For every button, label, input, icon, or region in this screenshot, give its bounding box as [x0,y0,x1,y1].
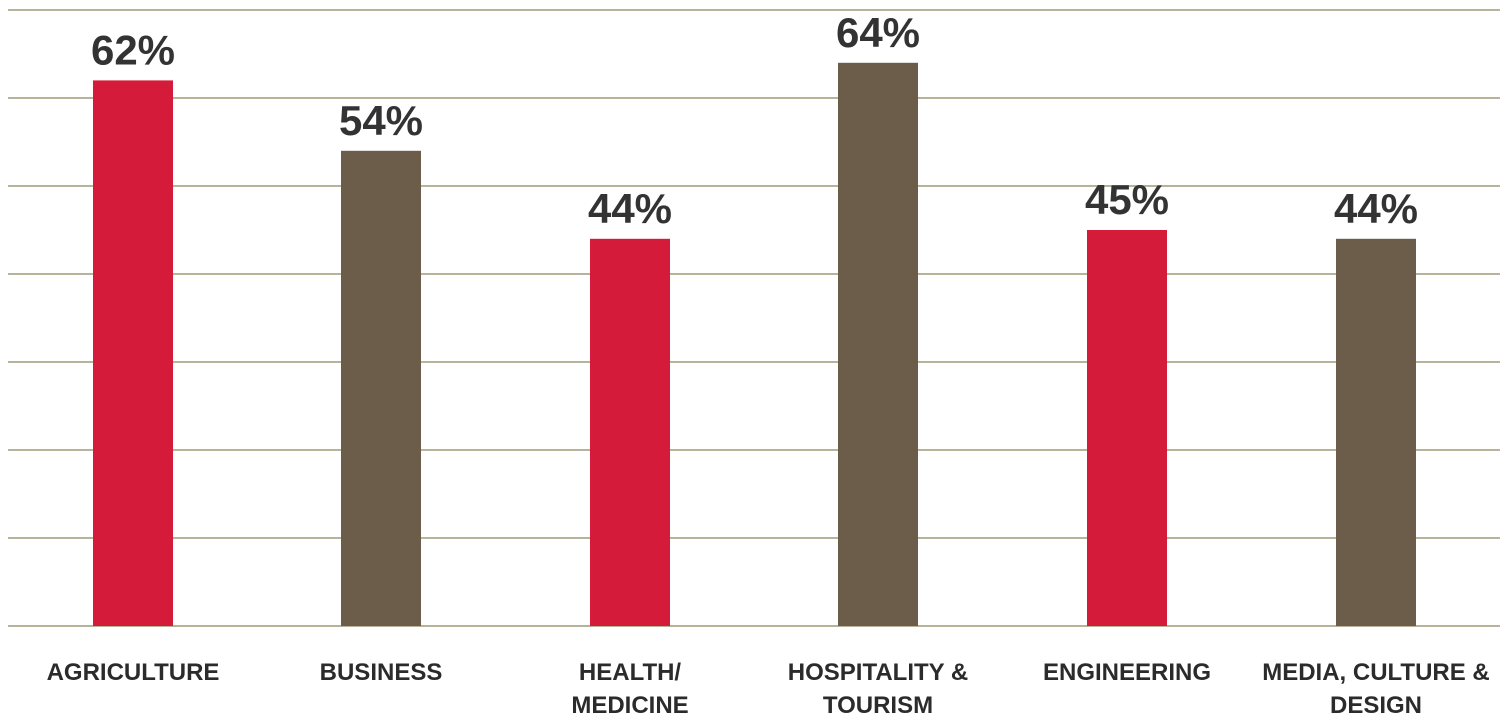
x-tick-label: HOSPITALITY & TOURISM [788,659,968,715]
data-label: 62% [91,26,175,73]
x-tick-label-line: MEDIA, CULTURE & [1262,659,1490,686]
x-tick-label-line: MEDICINE [571,692,688,715]
data-label: 64% [836,9,920,56]
x-tick-label-line: HEALTH/ [579,659,682,686]
data-label: 54% [339,97,423,144]
x-tick-label: HEALTH/MEDICINE [571,659,688,715]
data-label: 44% [588,185,672,232]
x-tick-label-line: HOSPITALITY & [788,659,968,686]
x-tick-label: MEDIA, CULTURE & DESIGN [1262,659,1490,715]
x-tick-label-line: ENGINEERING [1043,659,1211,686]
gridlines [8,9,1500,627]
x-tick-label: BUSINESS [320,659,443,686]
bar [838,62,918,627]
x-tick-label-line: AGRICULTURE [47,659,220,686]
bar [1336,238,1416,627]
x-tick-label: AGRICULTURE [47,659,220,686]
data-label: 44% [1334,185,1418,232]
bar [93,80,173,626]
x-tick-labels: AGRICULTURE BUSINESS HEALTH/MEDICINE HOSPIT… [47,659,1490,715]
x-tick-label-line: DESIGN [1330,692,1422,715]
bar [1087,230,1167,626]
bar [590,238,670,627]
bar [341,150,421,627]
x-tick-label-line: BUSINESS [320,659,443,686]
x-tick-label-line: TOURISM [823,692,933,715]
x-tick-label: ENGINEERING [1043,659,1211,686]
data-labels: 62% 54% 44% 64% 45% 44% [91,9,1418,232]
bars [93,62,1416,627]
data-label: 45% [1085,176,1169,223]
